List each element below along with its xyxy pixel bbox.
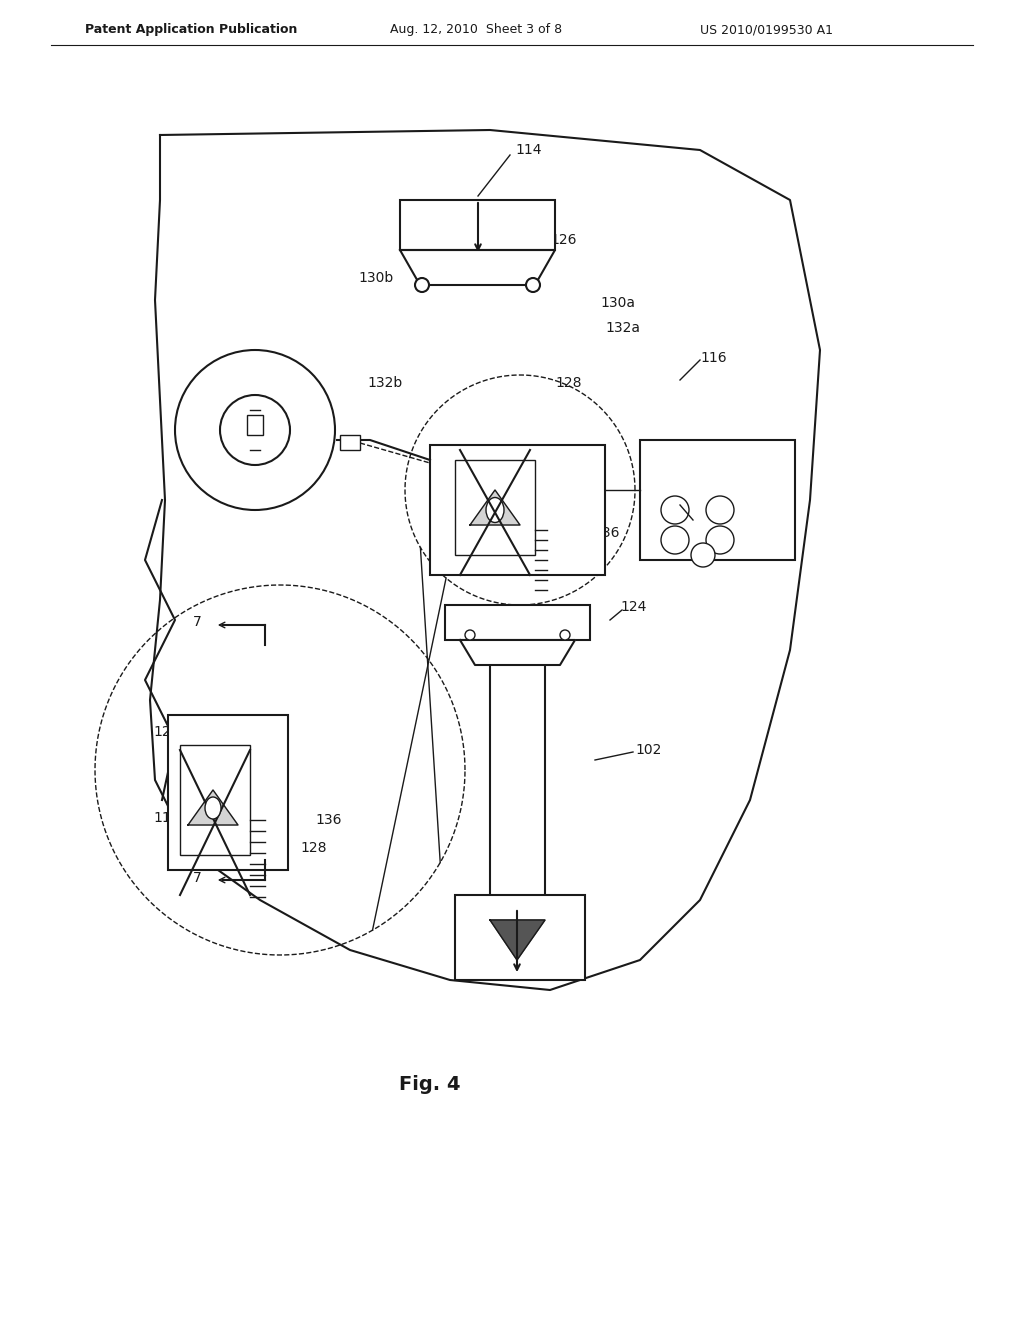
Text: 102: 102 [635,743,662,756]
Text: Patent Application Publication: Patent Application Publication [85,24,297,37]
Text: 136: 136 [315,813,341,828]
Ellipse shape [205,797,221,818]
Text: 132b: 132b [367,376,402,389]
Ellipse shape [486,498,504,523]
Circle shape [662,496,689,524]
Bar [640,440,795,560]
Text: 130b: 130b [358,271,393,285]
Text: 126: 126 [550,234,577,247]
Text: 114: 114 [515,143,542,157]
Bar [400,201,555,249]
Text: US 2010/0199530 A1: US 2010/0199530 A1 [700,24,833,37]
Text: 134: 134 [690,513,717,527]
Bar [455,459,535,554]
Text: 128: 128 [300,841,327,855]
Text: 132a: 132a [605,321,640,335]
Text: 122: 122 [210,405,237,418]
Circle shape [175,350,335,510]
Text: 7: 7 [193,871,202,884]
Circle shape [706,525,734,554]
Text: Fig. 4: Fig. 4 [399,1076,461,1094]
Polygon shape [490,920,545,960]
Polygon shape [400,249,555,285]
Circle shape [415,279,429,292]
Polygon shape [188,789,238,825]
Bar [445,605,590,640]
Text: 136: 136 [593,525,620,540]
Bar [430,445,605,576]
Polygon shape [470,490,520,525]
Bar [180,744,250,855]
Bar [455,895,585,979]
Circle shape [662,525,689,554]
Circle shape [465,630,475,640]
Text: 124: 124 [620,601,646,614]
Circle shape [220,395,290,465]
Text: 118: 118 [153,810,179,825]
Text: 120: 120 [153,725,179,739]
Text: 116: 116 [700,351,727,366]
Bar [247,414,263,436]
Bar [168,715,288,870]
Circle shape [526,279,540,292]
Circle shape [691,543,715,568]
Polygon shape [460,640,575,665]
Circle shape [560,630,570,640]
Text: 7: 7 [193,615,202,630]
Text: 128: 128 [555,376,582,389]
Text: 130a: 130a [600,296,635,310]
Bar [340,436,360,450]
Circle shape [706,496,734,524]
Text: Aug. 12, 2010  Sheet 3 of 8: Aug. 12, 2010 Sheet 3 of 8 [390,24,562,37]
